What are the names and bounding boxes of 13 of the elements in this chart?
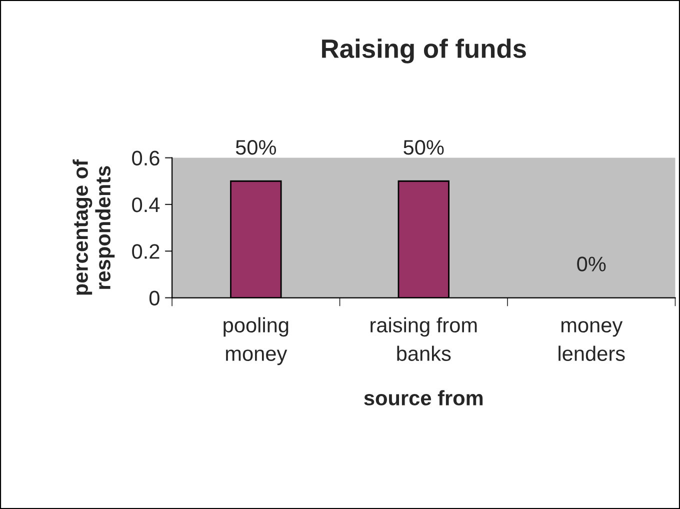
- x-axis-title: source from: [364, 390, 483, 406]
- y-tick-label: 0: [149, 290, 160, 306]
- y-tick-label: 0.4: [132, 197, 160, 212]
- y-tick-label: 0.6: [132, 150, 160, 166]
- data-label: 50%: [404, 140, 444, 155]
- x-tick-label: raising from banks: [370, 317, 477, 361]
- data-label: 50%: [236, 140, 276, 155]
- data-label: 0%: [577, 256, 606, 272]
- x-tick-label: money lenders: [558, 321, 625, 361]
- x-tick-label: pooling money: [224, 317, 288, 366]
- y-tick-label: 0.2: [132, 244, 160, 259]
- y-axis-title: percentage of respondents: [72, 159, 115, 295]
- chart-title: Raising of funds: [322, 38, 526, 64]
